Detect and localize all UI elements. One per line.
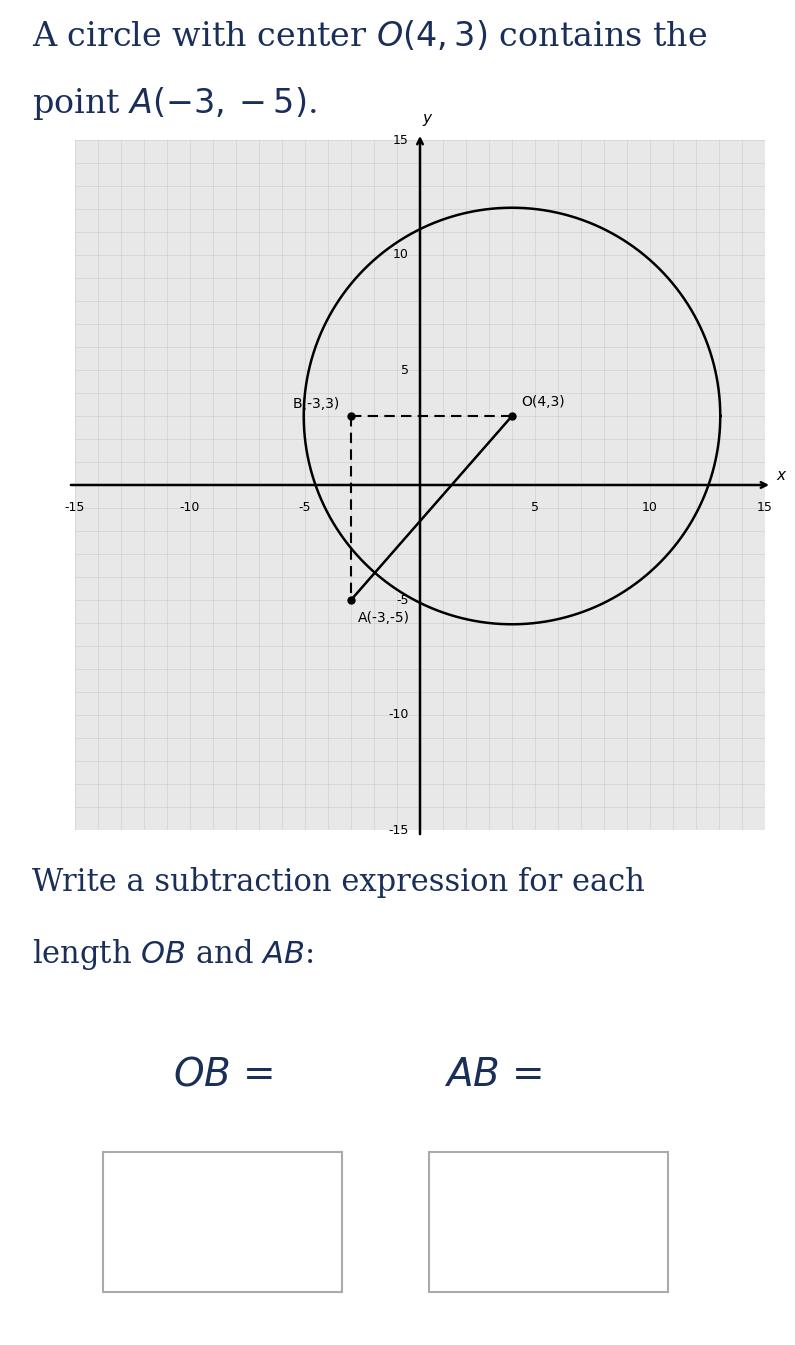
Text: -10: -10	[388, 709, 409, 721]
Text: 10: 10	[642, 502, 658, 514]
Text: 10: 10	[393, 249, 409, 261]
Bar	[429, 1151, 668, 1291]
Text: A circle with center $\mathit{O}(4, 3)$ contains the: A circle with center $\mathit{O}(4, 3)$ …	[32, 19, 707, 54]
Text: -10: -10	[180, 502, 200, 514]
Text: 5: 5	[531, 502, 539, 514]
Text: O(4,3): O(4,3)	[522, 395, 564, 409]
Text: 5: 5	[401, 363, 409, 377]
Text: point $\mathit{A}(-3, -5)$.: point $\mathit{A}(-3, -5)$.	[32, 85, 316, 121]
Text: Write a subtraction expression for each: Write a subtraction expression for each	[32, 868, 645, 898]
Text: $\mathit{OB}$ =: $\mathit{OB}$ =	[173, 1057, 273, 1093]
Text: 15: 15	[757, 502, 773, 514]
Text: B(-3,3): B(-3,3)	[293, 397, 339, 412]
Text: $\mathit{AB}$ =: $\mathit{AB}$ =	[444, 1057, 542, 1093]
Text: $y$: $y$	[422, 113, 434, 129]
Text: length $\mathit{OB}$ and $\mathit{AB}$:: length $\mathit{OB}$ and $\mathit{AB}$:	[32, 937, 313, 972]
Text: $x$: $x$	[777, 468, 788, 483]
Text: 15: 15	[393, 133, 409, 147]
Text: -15: -15	[65, 502, 85, 514]
Text: A(-3,-5): A(-3,-5)	[358, 612, 410, 625]
Text: -5: -5	[396, 593, 409, 607]
Text: -15: -15	[388, 823, 409, 837]
Bar	[103, 1151, 342, 1291]
Text: -5: -5	[299, 502, 312, 514]
